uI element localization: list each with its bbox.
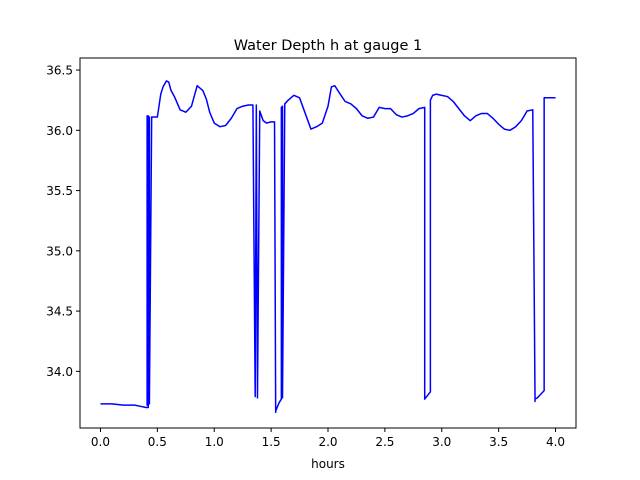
x-tick-label: 0.0 <box>91 435 110 449</box>
x-tick-label: 4.0 <box>546 435 565 449</box>
x-tick-label: 0.5 <box>148 435 167 449</box>
y-tick-label: 36.0 <box>46 124 73 138</box>
x-tick-label: 2.5 <box>375 435 394 449</box>
y-tick-label: 35.0 <box>46 244 73 258</box>
chart-title: Water Depth h at gauge 1 <box>234 38 422 54</box>
x-tick-label: 3.0 <box>432 435 451 449</box>
y-axis: 34.0 34.5 35.0 35.5 36.0 36.5 <box>46 64 80 379</box>
x-tick-label: 1.0 <box>205 435 224 449</box>
y-tick-label: 34.0 <box>46 365 73 379</box>
x-tick-label: 2.0 <box>318 435 337 449</box>
x-tick-label: 1.5 <box>262 435 281 449</box>
plot-area <box>80 58 576 428</box>
series-line-0 <box>100 80 556 414</box>
x-axis-label: hours <box>311 457 345 471</box>
series-layer <box>100 80 556 414</box>
x-axis: 0.0 0.5 1.0 1.5 2.0 2.5 3.0 3.5 4.0 <box>91 428 565 449</box>
y-tick-label: 34.5 <box>46 305 73 319</box>
x-tick-label: 3.5 <box>489 435 508 449</box>
y-tick-label: 36.5 <box>46 64 73 78</box>
y-tick-label: 35.5 <box>46 184 73 198</box>
